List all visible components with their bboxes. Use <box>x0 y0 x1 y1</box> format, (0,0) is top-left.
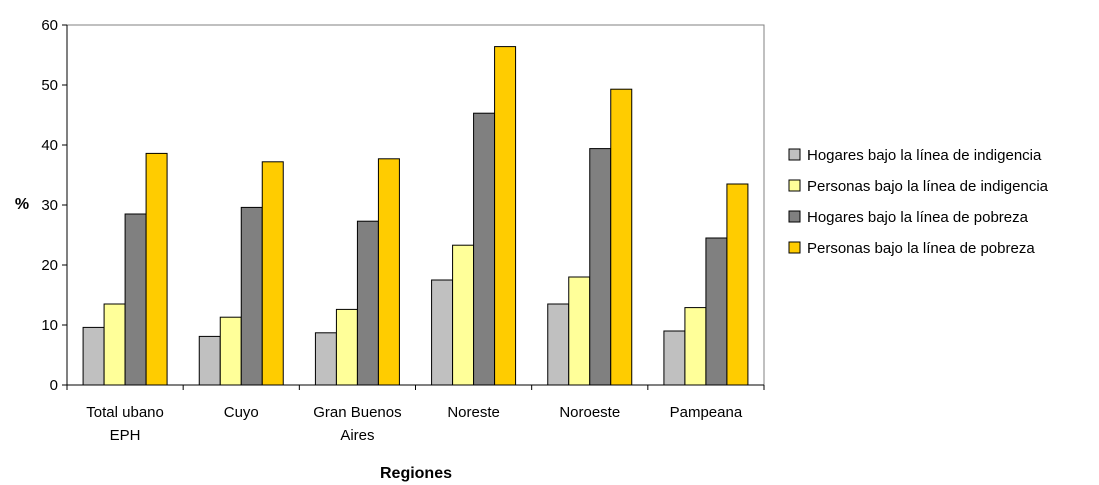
y-tick-label: 20 <box>41 257 58 274</box>
legend-label: Hogares bajo la línea de indigencia <box>807 147 1042 164</box>
bar <box>377 158 400 386</box>
y-tick-label: 50 <box>41 77 58 94</box>
bar <box>356 220 379 386</box>
bar <box>568 276 591 386</box>
bar <box>124 213 147 386</box>
bar <box>547 303 570 386</box>
bar <box>663 330 686 386</box>
bar <box>473 112 496 386</box>
bar <box>705 237 728 386</box>
bar <box>240 206 263 386</box>
y-tick-label: 10 <box>41 317 58 334</box>
bar <box>145 152 168 386</box>
y-tick-label: 0 <box>50 377 58 394</box>
bar <box>431 279 454 386</box>
x-axis-title: Regiones <box>380 465 452 482</box>
bar <box>589 148 612 386</box>
x-tick-label: Gran Buenos <box>313 404 401 421</box>
bar <box>314 332 337 386</box>
x-tick-label: Aires <box>340 427 374 444</box>
legend-swatch <box>788 241 801 254</box>
bar <box>103 303 126 386</box>
y-axis: 0 10 20 30 40 50 60 <box>41 17 68 394</box>
legend-label: Personas bajo la línea de pobreza <box>807 240 1035 257</box>
bar <box>335 308 358 386</box>
x-tick-label: Noreste <box>447 404 500 421</box>
bar <box>726 183 749 386</box>
bar <box>82 326 105 386</box>
bar <box>198 335 221 386</box>
legend-label: Hogares bajo la línea de pobreza <box>807 209 1029 226</box>
plot-frame <box>66 24 765 386</box>
legend-swatch <box>788 179 801 192</box>
bar <box>452 244 475 386</box>
x-tick-label: Noroeste <box>559 404 620 421</box>
legend-swatch <box>788 148 801 161</box>
y-axis-title: % <box>15 196 29 213</box>
bar <box>261 161 284 386</box>
legend: Hogares bajo la línea de indigencia Perso… <box>788 147 1049 257</box>
bar <box>494 46 517 386</box>
plot-area <box>66 24 765 386</box>
x-axis: Total ubano EPH Cuyo Gran Buenos Aires Norest… <box>66 384 765 444</box>
x-tick-label: Cuyo <box>224 404 259 421</box>
x-tick-label: Pampeana <box>670 404 743 421</box>
y-tick-label: 40 <box>41 137 58 154</box>
x-tick-label: Total ubano <box>86 404 164 421</box>
bar <box>684 307 707 386</box>
y-tick-label: 30 <box>41 197 58 214</box>
legend-label: Personas bajo la línea de indigencia <box>807 178 1049 195</box>
bar <box>610 88 633 386</box>
legend-swatch <box>788 210 801 223</box>
x-tick-label: EPH <box>110 427 141 444</box>
bar <box>219 316 242 386</box>
y-tick-label: 60 <box>41 17 58 34</box>
